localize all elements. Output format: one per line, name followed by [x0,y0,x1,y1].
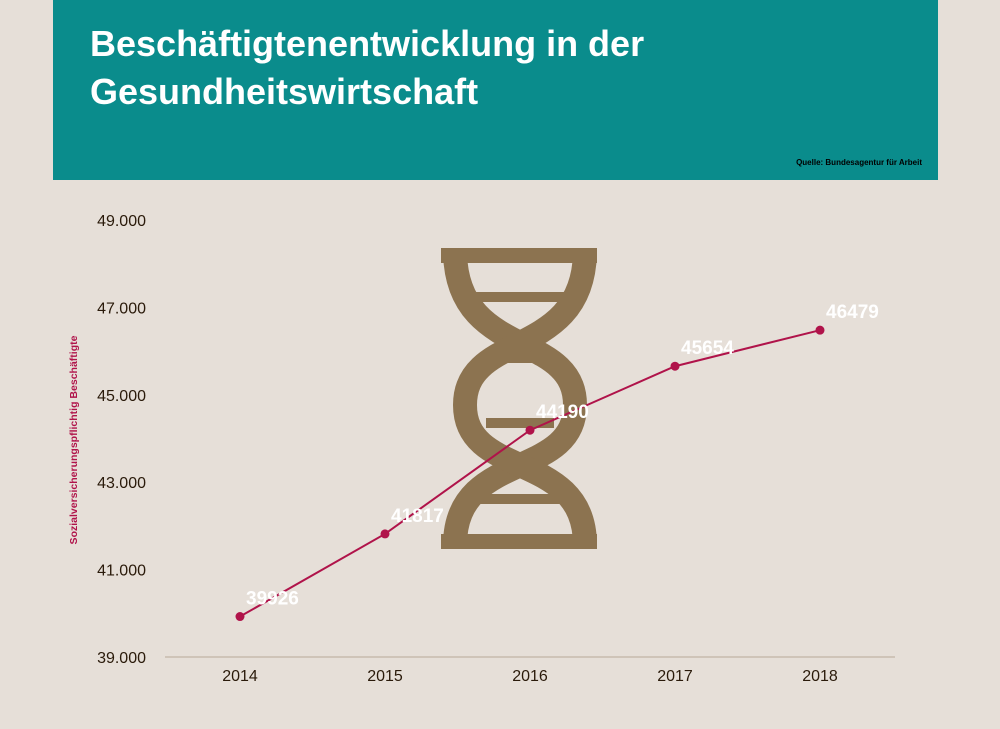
data-point [380,529,390,539]
y-tick-label: 41.000 [97,563,146,580]
x-tick-label: 2016 [512,668,548,685]
y-tick-label: 45.000 [97,388,146,405]
y-tick-label: 39.000 [97,650,146,667]
data-label: 46479 [826,302,879,323]
header-banner: Beschäftigtenentwicklung in der Gesundhe… [53,0,938,180]
y-tick-label: 47.000 [97,300,146,317]
chart-title: Beschäftigtenentwicklung in der Gesundhe… [90,23,645,112]
data-point [670,361,680,371]
x-tick-label: 2018 [802,668,838,685]
data-label: 39926 [246,589,299,610]
y-axis-label: Sozialversicherungspflichtig Beschäftigt… [68,335,80,544]
data-label: 45654 [681,338,734,359]
y-tick-label: 49.000 [97,213,146,230]
data-point [525,425,535,435]
x-tick-label: 2017 [657,668,693,685]
data-label: 44190 [536,402,589,423]
dna-icon [441,248,597,549]
data-label: 41817 [391,506,444,527]
x-tick-label: 2015 [367,668,403,685]
y-tick-label: 43.000 [97,475,146,492]
source-note: Quelle: Bundesagentur für Arbeit [796,158,922,167]
data-point [815,325,825,335]
data-point [235,612,245,622]
x-tick-label: 2014 [222,668,258,685]
